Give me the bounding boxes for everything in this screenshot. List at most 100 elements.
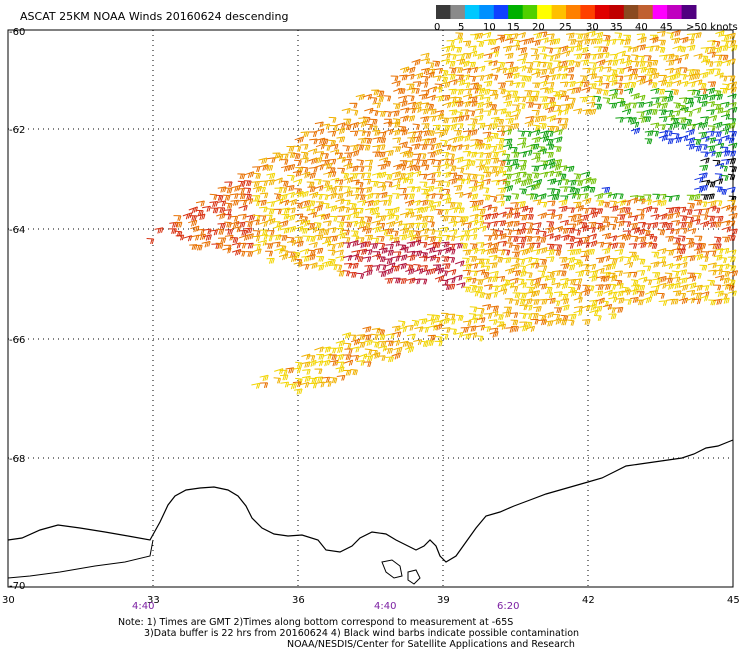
wind-barb <box>664 67 674 74</box>
lat-label-62: -62 <box>9 125 25 136</box>
wind-barb <box>495 256 504 263</box>
wind-barb <box>588 275 598 282</box>
lat-label-64: -64 <box>9 225 25 236</box>
wind-barb <box>684 209 693 216</box>
wind-barb <box>595 222 604 229</box>
wind-barb <box>614 306 624 313</box>
wind-barb <box>609 69 618 76</box>
wind-barb <box>474 184 484 191</box>
wind-barb <box>726 58 736 65</box>
wind-barb <box>686 69 695 76</box>
wind-barb <box>384 267 394 275</box>
wind-barb <box>712 207 721 214</box>
wind-barb <box>209 201 219 208</box>
wind-barb <box>299 190 309 198</box>
wind-barb <box>601 247 611 255</box>
wind-barb <box>481 166 490 173</box>
wind-barb <box>456 79 466 87</box>
wind-barb <box>525 222 534 229</box>
wind-barb <box>594 208 604 215</box>
wind-barb <box>551 234 561 242</box>
wind-barb <box>329 215 338 222</box>
wind-barb <box>420 67 430 75</box>
wind-barb <box>355 216 365 223</box>
lat-label-66: -66 <box>9 335 25 346</box>
note-line-3: NOAA/NESDIS/Center for Satellite Applica… <box>287 639 575 650</box>
wind-barb <box>685 137 696 144</box>
wind-barb <box>588 38 598 45</box>
wind-barb <box>698 131 708 138</box>
wind-barb <box>293 388 303 395</box>
wind-barb <box>685 221 693 229</box>
wind-barb <box>637 36 647 44</box>
wind-barb <box>413 206 424 214</box>
wind-barb <box>266 172 276 180</box>
wind-barb <box>279 369 288 376</box>
wind-barb <box>698 121 709 129</box>
wind-barb <box>173 215 182 221</box>
wind-barb <box>294 136 304 144</box>
wind-barb <box>399 150 410 158</box>
wind-barb <box>467 45 477 52</box>
wind-barb <box>707 125 716 132</box>
wind-barb <box>377 163 387 171</box>
wind-barb <box>300 144 309 150</box>
wind-barb <box>692 107 702 114</box>
wind-barb <box>393 163 403 171</box>
wind-barb <box>643 265 652 272</box>
wind-barb <box>421 90 430 96</box>
wind-barb <box>329 377 338 384</box>
wind-barb <box>524 207 534 214</box>
wind-barb <box>335 340 345 347</box>
wind-barb <box>467 61 476 68</box>
wind-barb <box>266 217 276 225</box>
wind-barb <box>414 268 424 275</box>
wind-barb <box>517 58 527 65</box>
wind-barb <box>687 202 695 209</box>
wind-barb <box>631 284 640 291</box>
wind-barb <box>432 171 442 178</box>
wind-barb <box>519 304 528 311</box>
wind-barb <box>448 220 458 227</box>
wind-barb <box>720 263 730 270</box>
wind-barb <box>447 123 457 131</box>
wind-barb <box>615 75 624 82</box>
wind-barb <box>336 221 345 228</box>
wind-barb <box>243 198 254 205</box>
wind-barb <box>512 270 522 277</box>
wind-barb <box>700 151 709 158</box>
wind-barb <box>383 160 391 167</box>
wind-barb <box>553 117 562 124</box>
wind-barb <box>446 40 455 46</box>
wind-barb <box>454 47 463 53</box>
wind-barb <box>580 255 590 262</box>
wind-barb <box>341 107 351 114</box>
wind-barb <box>390 110 400 117</box>
wind-barb <box>246 214 256 221</box>
wind-barb <box>467 277 477 284</box>
wind-barb <box>363 222 371 229</box>
wind-barb <box>406 193 415 200</box>
wind-barb <box>427 236 437 243</box>
wind-barb <box>567 286 576 294</box>
wind-barb <box>327 192 337 200</box>
wind-barb <box>623 256 632 263</box>
wind-barb <box>285 185 295 192</box>
wind-barb <box>722 236 731 243</box>
wind-barb <box>321 240 332 247</box>
wind-barb <box>567 289 578 297</box>
wind-barb <box>715 275 725 282</box>
wind-barb <box>505 125 514 132</box>
wind-barb <box>573 218 583 226</box>
wind-barb <box>671 206 681 213</box>
wind-barb <box>398 141 408 149</box>
wind-barb <box>713 298 723 305</box>
wind-barb <box>252 195 261 201</box>
wind-barb <box>335 205 345 213</box>
wind-barb <box>474 220 485 227</box>
wind-barb <box>454 67 463 74</box>
wind-barb <box>475 152 484 158</box>
wind-barb <box>616 207 626 214</box>
wind-barb <box>454 202 463 209</box>
wind-barb <box>307 200 316 207</box>
